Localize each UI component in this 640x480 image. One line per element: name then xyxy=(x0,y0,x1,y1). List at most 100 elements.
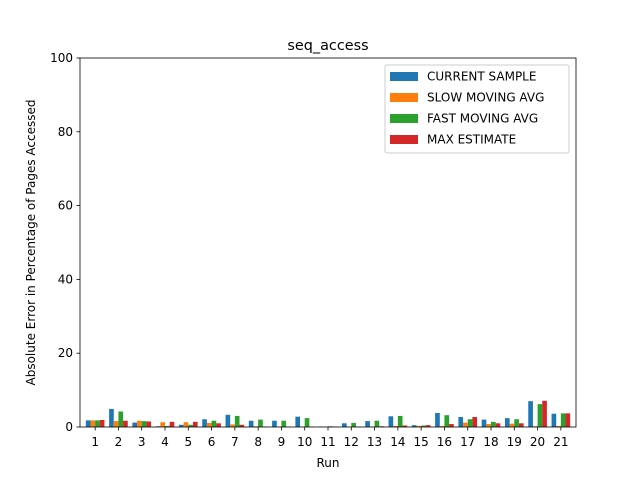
y-tick-label: 80 xyxy=(58,125,73,139)
x-tick-label: 16 xyxy=(437,435,452,449)
x-axis-label: Run xyxy=(316,456,339,470)
bar-fast-moving-avg-run-9 xyxy=(281,420,287,427)
x-tick-label: 7 xyxy=(231,435,239,449)
bar-current-sample-run-12 xyxy=(341,423,347,427)
bar-max-estimate-run-19 xyxy=(518,423,524,427)
bar-max-estimate-run-15 xyxy=(425,425,431,427)
legend-swatch xyxy=(390,135,418,144)
x-tick-label: 1 xyxy=(91,435,99,449)
bar-slow-moving-avg-run-7 xyxy=(230,424,235,427)
x-tick-label: 17 xyxy=(460,435,475,449)
x-tick-label: 20 xyxy=(530,435,545,449)
y-tick-label: 0 xyxy=(65,420,73,434)
bar-current-sample-run-16 xyxy=(435,412,440,427)
chart-title: seq_access xyxy=(287,38,368,54)
x-tick-label: 18 xyxy=(483,435,498,449)
legend-swatch xyxy=(390,72,418,81)
y-tick-label: 60 xyxy=(58,199,73,213)
bar-current-sample-run-17 xyxy=(458,417,464,427)
bar-fast-moving-avg-run-20 xyxy=(537,404,543,427)
y-tick-label: 40 xyxy=(58,272,73,286)
bar-max-estimate-run-18 xyxy=(495,423,501,427)
y-tick-label: 100 xyxy=(50,51,73,65)
bar-slow-moving-avg-run-4 xyxy=(160,422,165,427)
bar-max-estimate-run-17 xyxy=(472,417,478,427)
bar-slow-moving-avg-run-3 xyxy=(137,420,142,427)
legend-label: SLOW MOVING AVG xyxy=(427,91,544,105)
bar-fast-moving-avg-run-4 xyxy=(165,425,170,427)
legend-swatch xyxy=(390,93,418,102)
y-axis: 0 20 40 60 80 100 xyxy=(50,51,80,434)
x-tick-label: 15 xyxy=(414,435,429,449)
bar-fast-moving-avg-run-17 xyxy=(467,419,473,427)
bar-current-sample-run-3 xyxy=(132,422,138,427)
y-axis-label: Absolute Error in Percentage of Pages Ac… xyxy=(24,100,38,386)
bar-current-sample-run-1 xyxy=(85,420,91,427)
x-tick-label: 4 xyxy=(161,435,169,449)
bar-current-sample-run-8 xyxy=(248,420,254,427)
bar-slow-moving-avg-run-2 xyxy=(113,421,119,427)
bar-current-sample-run-5 xyxy=(178,424,184,427)
bar-fast-moving-avg-run-15 xyxy=(421,425,426,427)
legend-label: CURRENT SAMPLE xyxy=(427,70,536,84)
bar-max-estimate-run-16 xyxy=(449,424,454,427)
bar-slow-moving-avg-run-15 xyxy=(416,425,422,427)
x-tick-label: 13 xyxy=(367,435,382,449)
bar-max-estimate-run-6 xyxy=(216,423,221,427)
bar-slow-moving-avg-run-1 xyxy=(90,420,96,427)
bar-fast-moving-avg-run-10 xyxy=(304,418,310,427)
bar-slow-moving-avg-run-17 xyxy=(463,422,468,427)
bar-current-sample-run-9 xyxy=(272,420,277,427)
bar-fast-moving-avg-run-19 xyxy=(514,419,519,427)
x-tick-label: 5 xyxy=(184,435,192,449)
bar-slow-moving-avg-run-16 xyxy=(439,425,445,427)
bar-current-sample-run-6 xyxy=(202,419,207,427)
bar-current-sample-run-10 xyxy=(295,416,301,427)
plot-frame xyxy=(79,57,577,428)
x-tick-label: 6 xyxy=(208,435,216,449)
bar-current-sample-run-19 xyxy=(504,418,510,427)
bar-current-sample-run-18 xyxy=(481,419,487,427)
bar-fast-moving-avg-run-2 xyxy=(118,411,124,427)
bar-current-sample-run-14 xyxy=(388,416,394,427)
bar-slow-moving-avg-run-18 xyxy=(486,424,492,427)
bar-max-estimate-run-4 xyxy=(169,421,175,427)
bar-max-estimate-run-5 xyxy=(192,421,198,427)
y-tick-label: 20 xyxy=(58,346,73,360)
bar-fast-moving-avg-run-12 xyxy=(351,422,356,427)
x-tick-label: 12 xyxy=(344,435,359,449)
bar-max-estimate-run-7 xyxy=(239,424,245,427)
legend-box xyxy=(384,64,570,154)
bar-slow-moving-avg-run-21 xyxy=(556,425,561,427)
bar-current-sample-run-13 xyxy=(365,421,370,427)
bar-fast-moving-avg-run-7 xyxy=(234,415,240,427)
bar-slow-moving-avg-run-14 xyxy=(393,425,398,427)
x-tick-label: 9 xyxy=(278,435,286,449)
bar-max-estimate-run-2 xyxy=(123,420,128,427)
x-tick-label: 8 xyxy=(254,435,262,449)
bar-fast-moving-avg-run-21 xyxy=(560,413,566,427)
x-tick-label: 3 xyxy=(138,435,146,449)
legend-swatch xyxy=(390,114,418,123)
bar-current-sample-run-20 xyxy=(528,401,533,427)
x-tick-label: 11 xyxy=(320,435,335,449)
bar-current-sample-run-7 xyxy=(225,414,231,427)
bar-slow-moving-avg-run-6 xyxy=(206,422,212,427)
x-tick-label: 14 xyxy=(390,435,405,449)
bar-fast-moving-avg-run-16 xyxy=(444,415,450,427)
x-axis: 1 2 3 4 5 6 7 8 9 10 11 12 13 14 15 16 17 18 19 20 21 xyxy=(91,427,569,449)
x-tick-label: 2 xyxy=(115,435,123,449)
bar-max-estimate-run-20 xyxy=(542,400,547,427)
x-tick-label: 21 xyxy=(553,435,568,449)
bar-slow-moving-avg-run-5 xyxy=(183,422,189,427)
bar-fast-moving-avg-run-8 xyxy=(258,419,263,427)
bar-max-estimate-run-1 xyxy=(99,419,105,427)
bar-fast-moving-avg-run-18 xyxy=(491,421,496,427)
bar-fast-moving-avg-run-6 xyxy=(211,420,217,427)
bar-fast-moving-avg-run-5 xyxy=(188,424,193,427)
bar-max-estimate-run-3 xyxy=(146,421,152,427)
bar-fast-moving-avg-run-3 xyxy=(141,421,147,427)
bar-slow-moving-avg-run-19 xyxy=(509,423,515,427)
legend: CURRENT SAMPLE SLOW MOVING AVG FAST MOVING… xyxy=(384,64,570,154)
